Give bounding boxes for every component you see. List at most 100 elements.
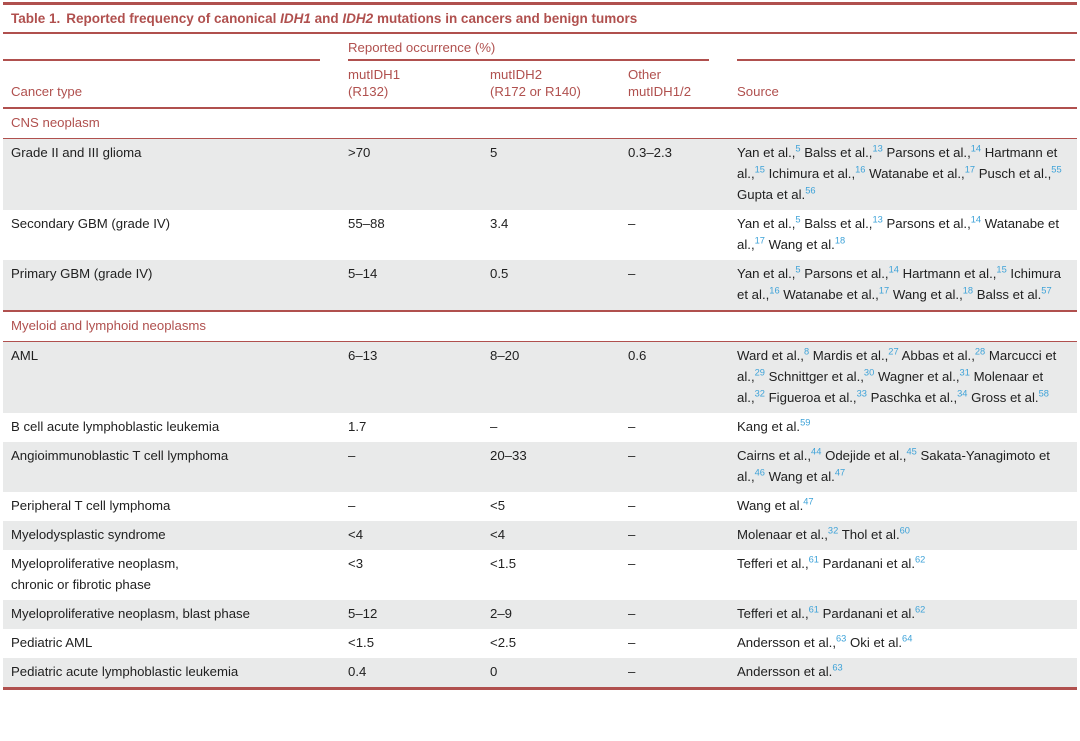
cell-source: Andersson et al.,63 Oki et al.64 [737,629,1077,658]
citation-ref-link[interactable]: 31 [959,367,970,378]
source-citation: Wang et al., [892,287,963,302]
source-citation: Yan et al., [737,216,796,231]
citation-ref-link[interactable]: 63 [832,662,843,673]
citation-ref-link[interactable]: 16 [769,285,780,296]
citation-ref-link[interactable]: 17 [754,235,765,246]
cell-mutidh2-value: 8–20 [490,341,628,413]
citation-ref-link[interactable]: 5 [795,143,801,154]
citation-ref-link[interactable]: 8 [803,346,810,357]
citation-ref-link[interactable]: 61 [808,604,819,615]
citation-ref-link[interactable]: 14 [970,143,982,154]
cell-other-value: 0.6 [628,341,738,413]
citation-ref-link[interactable]: 33 [856,388,867,399]
citation-ref-link[interactable]: 13 [872,143,883,154]
citation-ref-link[interactable]: 62 [915,604,926,615]
citation-ref-link[interactable]: 15 [996,264,1007,275]
cell-mutidh2-value: 2–9 [490,600,628,629]
citation-ref-link[interactable]: 46 [754,467,765,478]
citation-ref-link[interactable]: 47 [803,496,814,507]
source-citation: Figueroa et al., [768,390,857,405]
cell-mutidh1-value: 55–88 [348,216,385,231]
source-citation: Yan et al., [737,266,796,281]
citation-ref-link[interactable]: 17 [964,164,976,175]
citation-ref-link[interactable]: 61 [808,554,819,565]
citation-ref-link[interactable]: 32 [827,525,839,536]
spanner-gap-source [737,34,1077,61]
citation-ref-link[interactable]: 14 [888,264,899,275]
cell-other-value: – [628,635,636,650]
citation-ref-link[interactable]: 18 [834,235,846,246]
table-row: Secondary GBM (grade IV) 55–88 3.4 – Yan et … [3,210,1077,260]
cell-mutidh1-value: – [348,498,356,513]
source-citation: Schnittger et al., [768,369,864,384]
citation-ref-link[interactable]: 34 [957,388,968,399]
title-text-before: Reported frequency of canonical [66,11,277,26]
source-citation: Odejide et al., [825,448,907,463]
citation-ref-link[interactable]: 59 [800,417,811,428]
citation-ref-link[interactable]: 14 [970,214,982,225]
table-row: Pediatric acute lymphoblastic leukemia 0.… [3,658,1077,687]
citation-ref-link[interactable]: 5 [795,214,801,225]
cell-cancer-type: Primary GBM (grade IV) [3,260,348,312]
citation-ref-link[interactable]: 64 [902,633,913,644]
cell-source: Yan et al.,5 Balss et al.,13 Parsons et … [737,210,1077,260]
cell-mutidh1-value: <1.5 [348,635,375,650]
citation-ref-link[interactable]: 17 [878,285,890,296]
column-header-mutidh2: mutIDH2 (R172 or R140) [490,61,628,109]
column-header-cancer-type: Cancer type [3,61,348,109]
cell-cancer-type: Myeloproliferative neoplasm, blast phase [3,600,348,629]
source-citation: Pardanani et al. [822,556,916,571]
source-citation: Wang et al. [768,469,835,484]
citation-ref-link[interactable]: 60 [899,525,910,536]
cell-mutidh2-value: 5 [490,138,628,210]
cell-source: Andersson et al.63 [737,658,1077,687]
spanner-reported-occurrence: Reported occurrence (%) [348,34,737,61]
cell-source: Ward et al.,8 Mardis et al.,27 Abbas et … [737,341,1077,413]
cell-cancer-type: Myelodysplastic syndrome [3,521,348,550]
cell-cancer-type: Myeloproliferative neoplasm, chronic or … [11,556,179,592]
citation-ref-link[interactable]: 56 [805,185,816,196]
cell-source: Wang et al.47 [737,492,1077,521]
cell-mutidh2-value: 20–33 [490,442,628,492]
citation-ref-link[interactable]: 13 [872,214,883,225]
citation-ref-link[interactable]: 18 [962,285,974,296]
citation-ref-link[interactable]: 15 [754,164,765,175]
source-citation: Kang et al. [737,419,801,434]
column-header-source: Source [737,61,1077,109]
cell-mutidh1-value: <3 [348,556,364,571]
title-text-mid: and [314,11,339,26]
citation-ref-link[interactable]: 58 [1038,388,1049,399]
source-citation: Balss et al. [976,287,1042,302]
spanner-gap-cancer-type [3,34,348,61]
cell-other-value: – [628,216,636,231]
section-header-row: CNS neoplasm [3,108,1077,139]
cell-source: Yan et al.,5 Parsons et al.,14 Hartmann … [737,260,1077,312]
cell-mutidh1-value: – [348,442,490,492]
table-row: Peripheral T cell lymphoma – <5 – Wang et al… [3,492,1077,521]
citation-ref-link[interactable]: 62 [915,554,926,565]
citation-ref-link[interactable]: 32 [754,388,765,399]
citation-ref-link[interactable]: 44 [811,446,822,457]
citation-ref-link[interactable]: 16 [855,164,866,175]
frequency-table: Reported occurrence (%) Cancer type mutI… [3,34,1077,687]
citation-ref-link[interactable]: 30 [863,367,875,378]
cell-mutidh1-value: 0.4 [348,658,490,687]
table-row: Pediatric AML <1.5 <2.5– Andersson et al.,6… [3,629,1077,658]
citation-ref-link[interactable]: 55 [1051,164,1062,175]
section-header-row: Myeloid and lymphoid neoplasms [3,311,1077,342]
source-citation: Paschka et al., [870,390,958,405]
citation-ref-link[interactable]: 29 [754,367,765,378]
spanner-row: Reported occurrence (%) [3,34,1077,61]
cell-other-value: – [628,419,636,434]
citation-ref-link[interactable]: 57 [1041,285,1052,296]
citation-ref-link[interactable]: 28 [974,346,986,357]
citation-ref-link[interactable]: 63 [835,633,847,644]
cell-mutidh1-value: 6–13 [348,341,490,413]
source-citation: Mardis et al., [812,348,889,363]
source-citation: Parsons et al., [886,216,971,231]
citation-ref-link[interactable]: 5 [795,264,801,275]
citation-ref-link[interactable]: 47 [834,467,846,478]
table-row: AML 6–13 8–20 0.6 Ward et al.,8 Mardis et al… [3,341,1077,413]
citation-ref-link[interactable]: 27 [888,346,899,357]
citation-ref-link[interactable]: 45 [906,446,917,457]
